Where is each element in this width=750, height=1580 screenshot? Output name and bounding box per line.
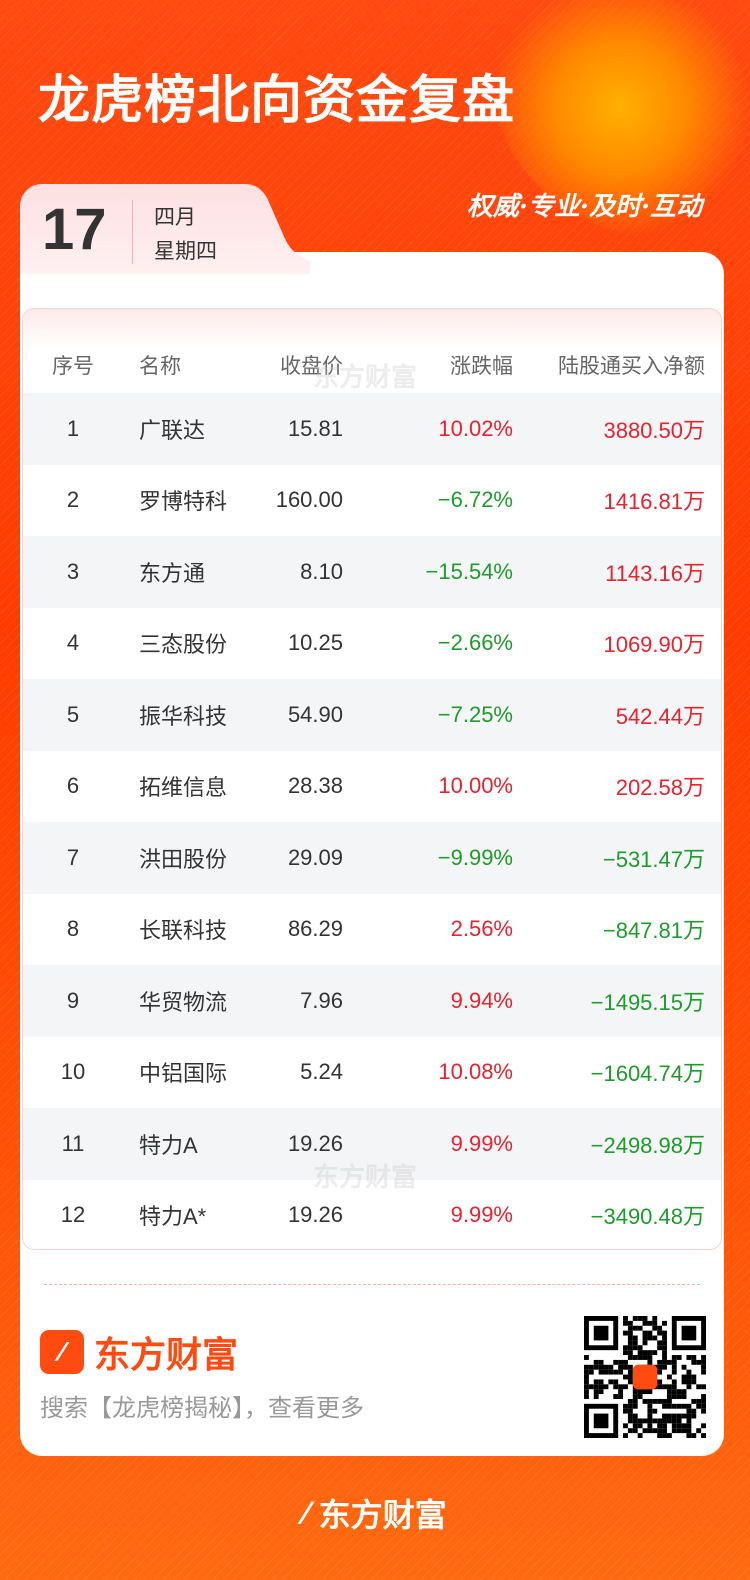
table-row: 5 振华科技 54.90 −7.25% 542.44万 [23,679,721,751]
net-buy: −3490.48万 [590,1204,705,1230]
brand-icon: ⁄ [303,1494,309,1531]
close-price: 29.09 [287,844,343,870]
change-pct: 10.02% [438,415,513,441]
change-pct: −15.54% [425,558,513,584]
close-price: 7.96 [300,987,343,1013]
net-buy: 1416.81万 [603,489,705,515]
divider [132,200,133,264]
row-no: 6 [66,773,80,799]
close-price: 28.38 [287,773,343,799]
table-row: 1 广联达 15.81 10.02% 3880.50万 [23,393,721,465]
bottom-brand-name: 东方财富 [318,1497,447,1533]
stock-name: 东方通 [139,560,206,586]
table-row: 4 三态股份 10.25 −2.66% 1069.90万 [23,608,721,680]
table-header: 序号 名称 收盘价 涨跌幅 陆股通买入净额 [23,337,721,393]
net-buy: −531.47万 [602,846,705,872]
divider [44,1284,700,1285]
stock-name: 中铝国际 [139,1061,228,1087]
stock-name: 特力A [139,1132,198,1158]
date-day: 17 [42,197,107,262]
stock-name: 洪田股份 [139,846,228,872]
stock-table: 序号 名称 收盘价 涨跌幅 陆股通买入净额 1 广联达 15.81 10.02% 388… [22,308,722,1250]
change-pct: 10.00% [438,773,513,799]
net-buy: 1069.90万 [603,632,705,658]
search-hint: 搜索【龙虎榜揭秘】，查看更多 [40,1395,364,1422]
close-price: 19.26 [287,1202,343,1228]
stock-name: 广联达 [139,417,206,443]
change-pct: 2.56% [450,916,513,942]
table-row: 2 罗博特科 160.00 −6.72% 1416.81万 [23,465,721,537]
net-buy: 1143.16万 [605,560,705,586]
brand-icon: ⁄ [40,1330,84,1374]
stock-name: 三态股份 [139,632,228,658]
stock-name: 振华科技 [139,703,228,729]
qr-code-icon [584,1316,706,1438]
close-price: 19.26 [287,1130,343,1156]
row-no: 9 [66,987,80,1013]
row-no: 10 [60,1059,86,1085]
close-price: 8.10 [300,558,343,584]
stock-name: 罗博特科 [139,489,228,515]
close-price: 5.24 [300,1059,343,1085]
close-price: 15.81 [287,415,343,441]
row-no: 3 [66,558,80,584]
page-title: 龙虎榜北向资金复盘 [38,72,516,130]
table-row: 10 中铝国际 5.24 10.08% −1604.74万 [23,1037,721,1109]
row-no: 11 [61,1130,85,1156]
stock-name: 拓维信息 [139,775,228,801]
date-tab [20,184,310,274]
col-price: 收盘价 [280,355,343,378]
row-no: 4 [66,630,80,656]
watermark: 东方财富 [313,362,418,392]
slogan: 权威·专业·及时·互动 [466,192,702,222]
close-price: 10.25 [287,630,343,656]
col-net-buy: 陆股通买入净额 [558,355,705,378]
row-no: 7 [66,844,80,870]
row-no: 5 [66,701,80,727]
stock-name: 特力A* [139,1204,207,1230]
change-pct: 10.08% [438,1059,513,1085]
close-price: 86.29 [287,916,343,942]
watermark: 东方财富 [313,1162,418,1192]
table-row: 12 特力A* 19.26 9.99% −3490.48万 [23,1180,721,1252]
net-buy: 202.58万 [615,775,705,801]
bottom-brand: ⁄ 东方财富 [0,1490,750,1536]
net-buy: −2498.98万 [590,1132,705,1158]
change-pct: −9.99% [437,844,513,870]
table-row: 8 长联科技 86.29 2.56% −847.81万 [23,894,721,966]
change-pct: −6.72% [437,487,513,513]
table-row: 7 洪田股份 29.09 −9.99% −531.47万 [23,822,721,894]
col-change: 涨跌幅 [450,355,513,378]
date-month: 四月 [154,206,196,229]
change-pct: −7.25% [437,701,513,727]
close-price: 54.90 [287,701,343,727]
stock-name: 长联科技 [139,918,228,944]
brand-logo: ⁄ 东方财富 [40,1326,238,1378]
col-name: 名称 [139,355,181,378]
net-buy: −1495.15万 [590,989,705,1015]
table-row: 6 拓维信息 28.38 10.00% 202.58万 [23,751,721,823]
row-no: 2 [66,487,80,513]
table-row: 3 东方通 8.10 −15.54% 1143.16万 [23,536,721,608]
change-pct: −2.66% [437,630,513,656]
change-pct: 9.99% [450,1202,513,1228]
date-weekday: 星期四 [154,240,217,263]
net-buy: −847.81万 [602,918,705,944]
stock-name: 华贸物流 [139,989,228,1015]
row-no: 12 [60,1202,86,1228]
close-price: 160.00 [275,487,343,513]
change-pct: 9.99% [450,1130,513,1156]
row-no: 1 [66,415,80,441]
net-buy: 3880.50万 [603,417,705,443]
net-buy: −1604.74万 [590,1061,705,1087]
brand-name: 东方财富 [94,1334,239,1375]
table-row: 11 特力A 19.26 9.99% −2498.98万 [23,1108,721,1180]
net-buy: 542.44万 [615,703,705,729]
change-pct: 9.94% [450,987,513,1013]
table-row: 9 华贸物流 7.96 9.94% −1495.15万 [23,965,721,1037]
row-no: 8 [66,916,80,942]
col-no: 序号 [52,355,94,378]
